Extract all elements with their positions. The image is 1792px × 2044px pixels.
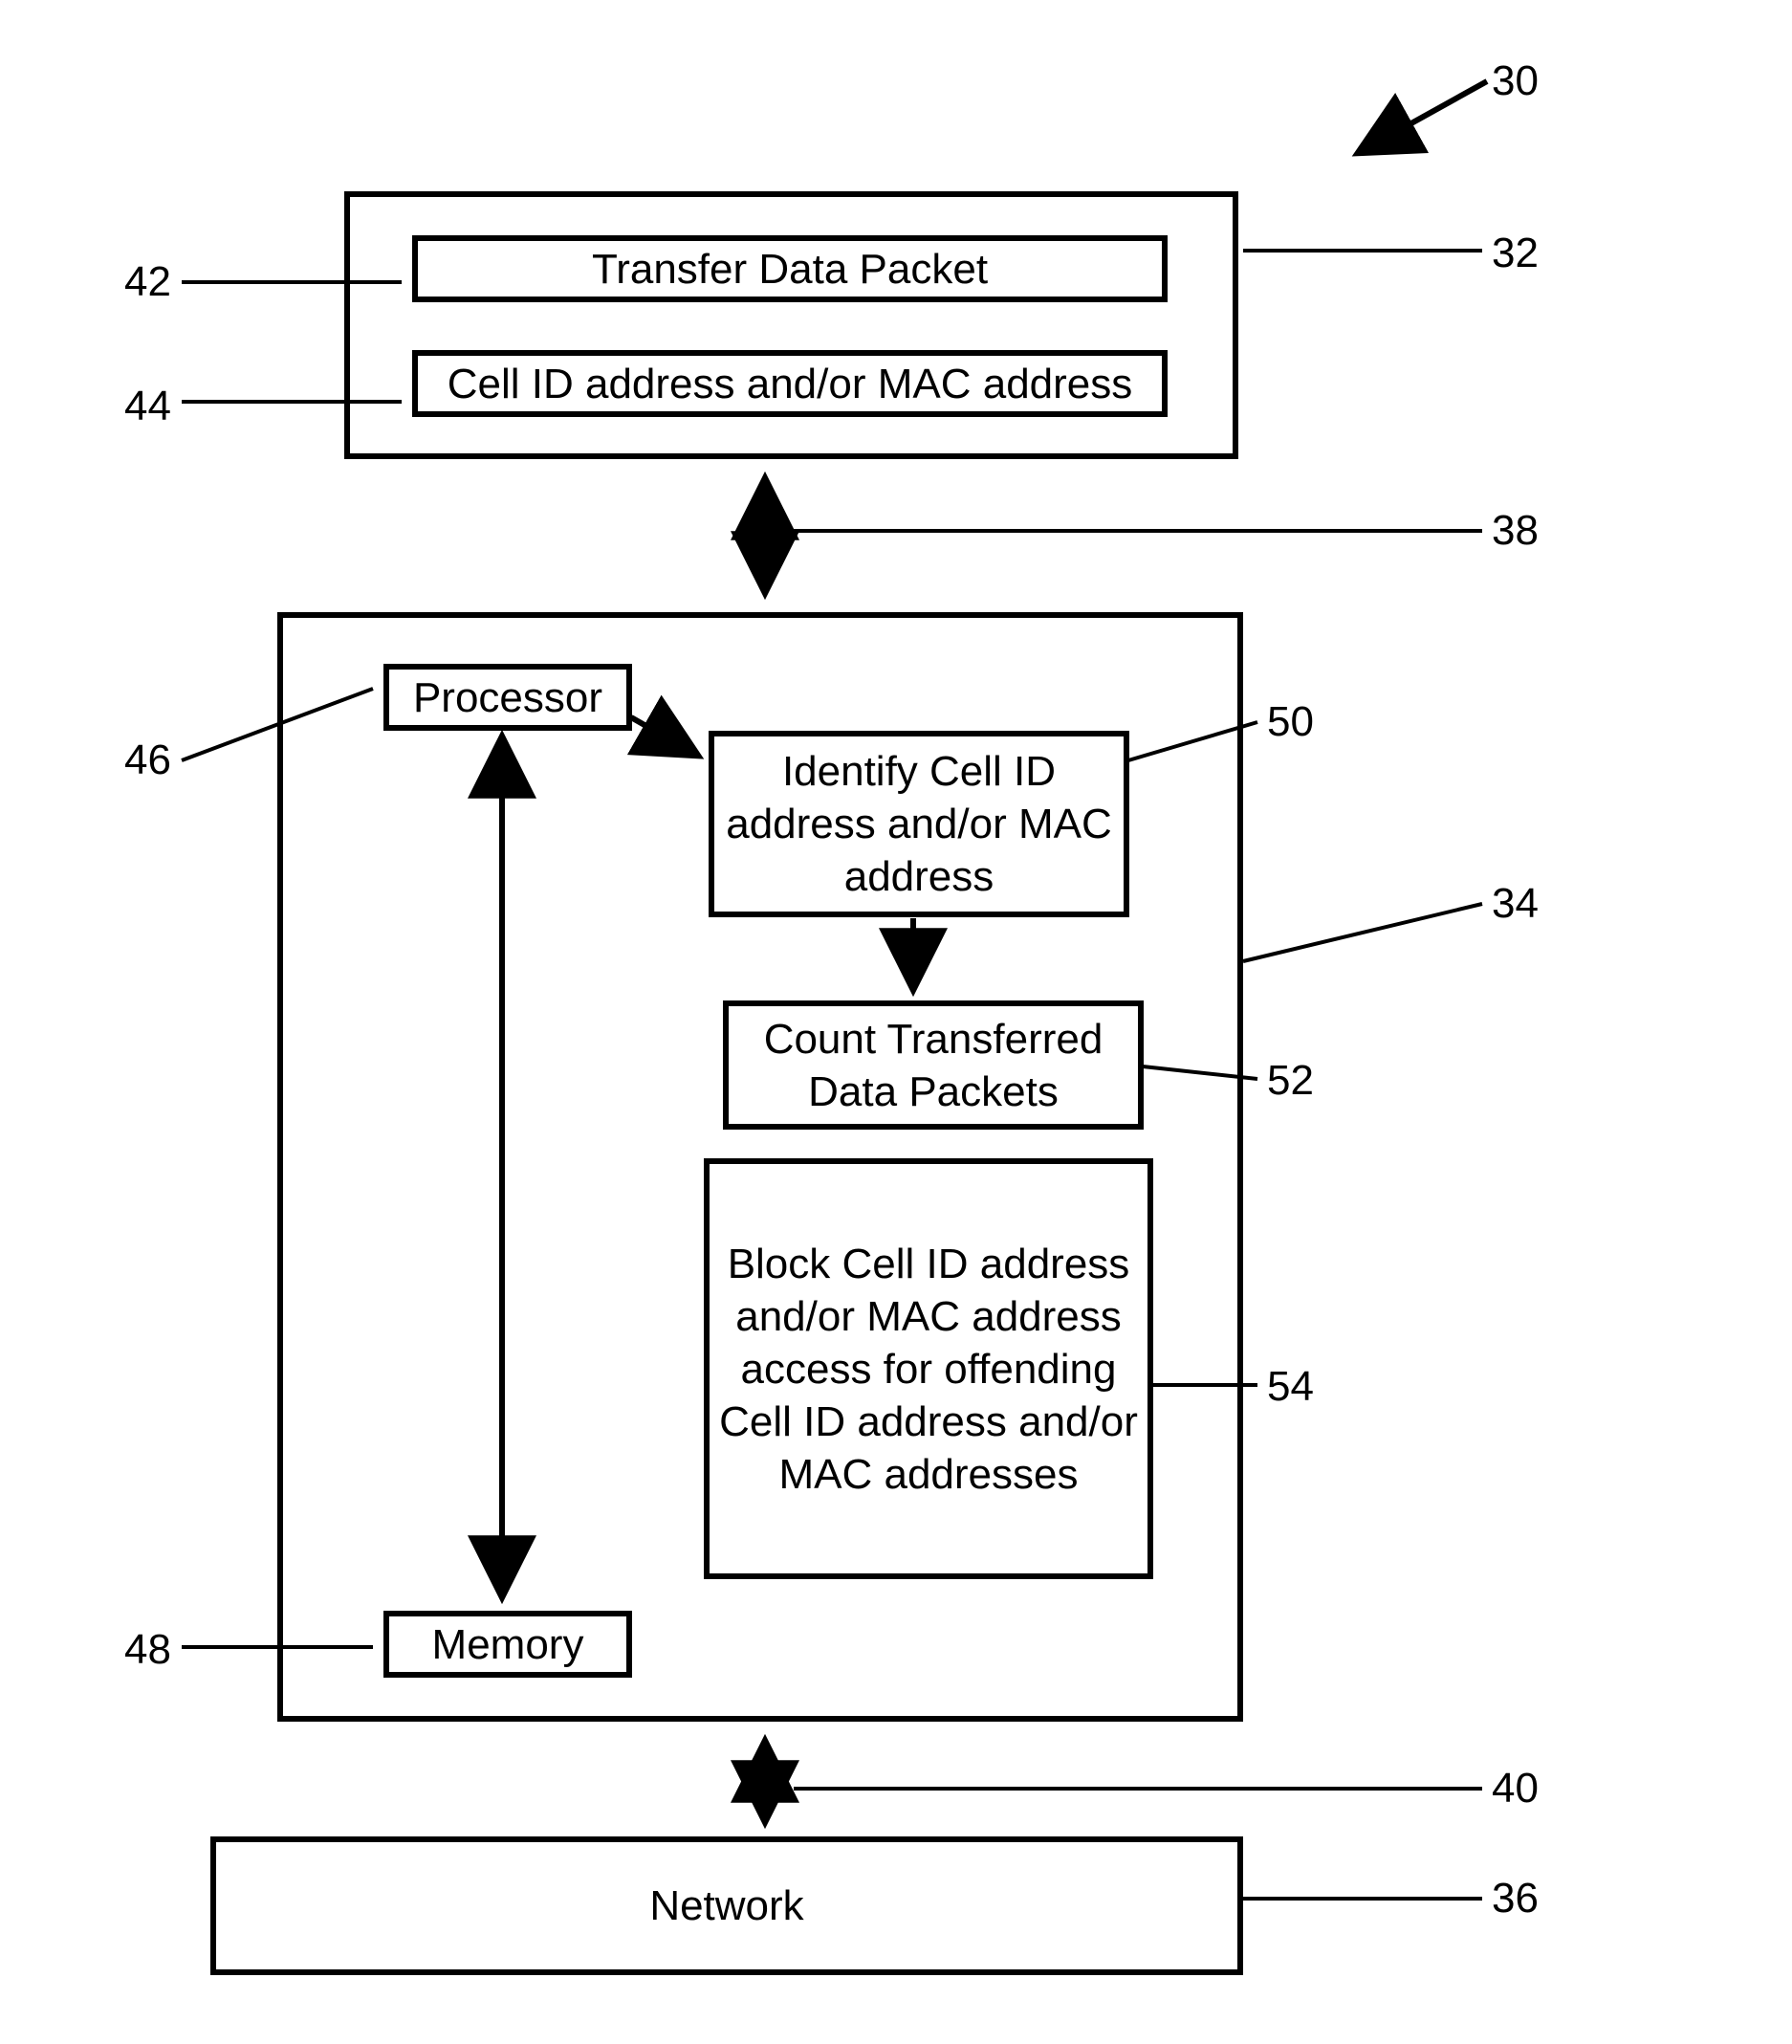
text-memory: Memory [423, 1613, 594, 1677]
ref-44: 44 [124, 383, 171, 430]
ref-40: 40 [1492, 1765, 1539, 1813]
text-transfer-packet: Transfer Data Packet [582, 237, 997, 301]
box-network: Network [210, 1836, 1243, 1975]
container-middle: Processor Memory Identify Cell ID addres… [277, 612, 1243, 1722]
text-count: Count Transferred Data Packets [729, 1007, 1138, 1124]
ref-38: 38 [1492, 507, 1539, 555]
ref-54: 54 [1267, 1363, 1314, 1411]
ref-32: 32 [1492, 230, 1539, 277]
ref-52: 52 [1267, 1057, 1314, 1105]
box-count: Count Transferred Data Packets [723, 1000, 1144, 1130]
text-cellid-mac: Cell ID address and/or MAC address [438, 352, 1143, 416]
box-block: Block Cell ID address and/or MAC address… [704, 1158, 1153, 1579]
ref-48: 48 [124, 1626, 171, 1674]
box-cellid-mac: Cell ID address and/or MAC address [412, 350, 1168, 417]
ref-42: 42 [124, 258, 171, 306]
box-transfer-packet: Transfer Data Packet [412, 235, 1168, 302]
box-memory: Memory [383, 1611, 632, 1678]
text-network: Network [640, 1874, 813, 1938]
text-identify: Identify Cell ID address and/or MAC addr… [714, 739, 1124, 909]
text-processor: Processor [404, 666, 612, 730]
ref-30: 30 [1492, 57, 1539, 105]
text-block: Block Cell ID address and/or MAC address… [710, 1232, 1147, 1506]
box-processor: Processor [383, 664, 632, 731]
diagram-canvas: 30 32 34 36 38 40 42 44 46 48 50 52 54 T… [0, 0, 1792, 2044]
ref-34: 34 [1492, 880, 1539, 928]
box-identify: Identify Cell ID address and/or MAC addr… [709, 731, 1129, 917]
ref-36: 36 [1492, 1875, 1539, 1923]
container-top: Transfer Data Packet Cell ID address and… [344, 191, 1238, 459]
ref-46: 46 [124, 736, 171, 784]
ref-50: 50 [1267, 698, 1314, 746]
